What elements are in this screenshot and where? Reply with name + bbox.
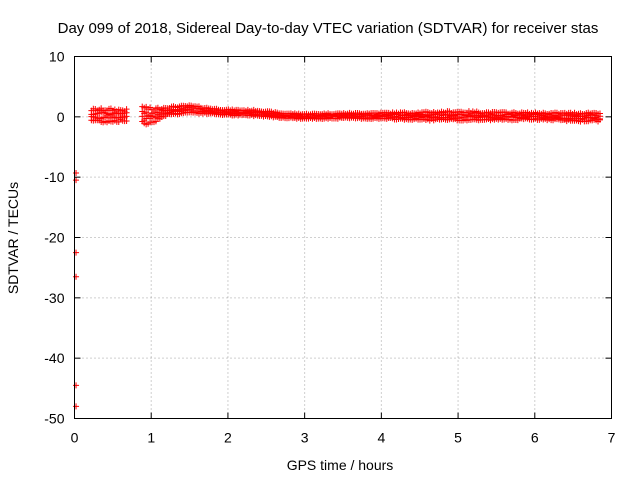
x-tick-label: 0: [71, 430, 79, 446]
outlier-point: [73, 249, 80, 256]
grid-layer: [74, 56, 612, 419]
data-point: [123, 106, 130, 113]
tick-layer: 0 1 2 3 4 5 6 7 10 0 -10 -20 -30 -40 -50: [44, 49, 615, 446]
x-tick-label: 6: [531, 430, 539, 446]
data-layer: [73, 102, 603, 410]
y-tick-label: -40: [44, 350, 64, 366]
outlier-point: [73, 169, 80, 176]
y-tick-label: -30: [44, 290, 64, 306]
x-tick-label: 7: [608, 430, 616, 446]
x-tick-label: 1: [147, 430, 155, 446]
data-point: [143, 109, 150, 116]
x-tick-label: 3: [301, 430, 309, 446]
outlier-point: [73, 273, 80, 280]
x-tick-label: 4: [377, 430, 385, 446]
y-tick-label: -10: [44, 169, 64, 185]
y-tick-label: 10: [49, 49, 65, 65]
y-axis-label: SDTVAR / TECUs: [5, 182, 21, 294]
x-tick-label: 5: [454, 430, 462, 446]
x-tick-label: 2: [224, 430, 232, 446]
chart-title: Day 099 of 2018, Sidereal Day-to-day VTE…: [58, 20, 599, 37]
x-axis-label: GPS time / hours: [287, 457, 394, 473]
y-tick-label: -20: [44, 230, 64, 246]
y-tick-label: -50: [44, 411, 64, 427]
outlier-point: [73, 382, 80, 389]
data-point: [596, 110, 603, 117]
outlier-point: [73, 403, 80, 410]
outlier-point: [73, 177, 80, 184]
y-tick-label: 0: [57, 109, 65, 125]
